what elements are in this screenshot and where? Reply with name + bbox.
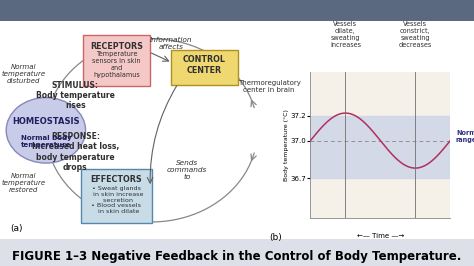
Text: EFFECTORS: EFFECTORS	[91, 175, 142, 184]
Text: Normal body
temperature: Normal body temperature	[20, 135, 71, 148]
FancyBboxPatch shape	[171, 50, 238, 85]
Text: Normal
temperature
disturbed: Normal temperature disturbed	[2, 64, 46, 84]
Text: CONTROL
CENTER: CONTROL CENTER	[183, 55, 226, 74]
Text: Vessels
constrict,
sweating
decreases: Vessels constrict, sweating decreases	[399, 21, 432, 48]
Text: Vessels
dilate,
sweating
increases: Vessels dilate, sweating increases	[330, 21, 361, 48]
Text: STIMULUS:
Body temperature
rises: STIMULUS: Body temperature rises	[36, 81, 115, 110]
Text: Temperature
sensors in skin
and
hypothalamus: Temperature sensors in skin and hypothal…	[92, 51, 141, 78]
Text: RECEPTORS: RECEPTORS	[90, 42, 143, 51]
Text: (b): (b)	[269, 233, 282, 242]
Text: (a): (a)	[10, 224, 23, 233]
Text: RESPONSE:
Increased heat loss,
body temperature
drops: RESPONSE: Increased heat loss, body temp…	[32, 132, 119, 172]
Y-axis label: Body temperature (°C): Body temperature (°C)	[284, 109, 289, 181]
Text: Sends
commands
to: Sends commands to	[167, 160, 207, 180]
Bar	[310, 116, 450, 178]
Text: HOMEOSTASIS: HOMEOSTASIS	[12, 117, 80, 126]
Text: Information
affects: Information affects	[149, 37, 192, 49]
Text: • Sweat glands
  in skin increase
  secretion
• Blood vessels
  in skin dilate: • Sweat glands in skin increase secretio…	[89, 186, 144, 214]
Text: FIGURE 1–3 Negative Feedback in the Control of Body Temperature.: FIGURE 1–3 Negative Feedback in the Cont…	[12, 250, 462, 263]
Text: Normal
temperature
restored: Normal temperature restored	[2, 173, 46, 193]
Text: Normal
range: Normal range	[456, 130, 474, 143]
FancyBboxPatch shape	[81, 169, 152, 223]
FancyBboxPatch shape	[82, 35, 150, 86]
Text: ←— Time —→: ←— Time —→	[357, 233, 404, 239]
Ellipse shape	[6, 98, 85, 163]
Text: Thermoregulatory
center in brain: Thermoregulatory center in brain	[238, 80, 301, 93]
